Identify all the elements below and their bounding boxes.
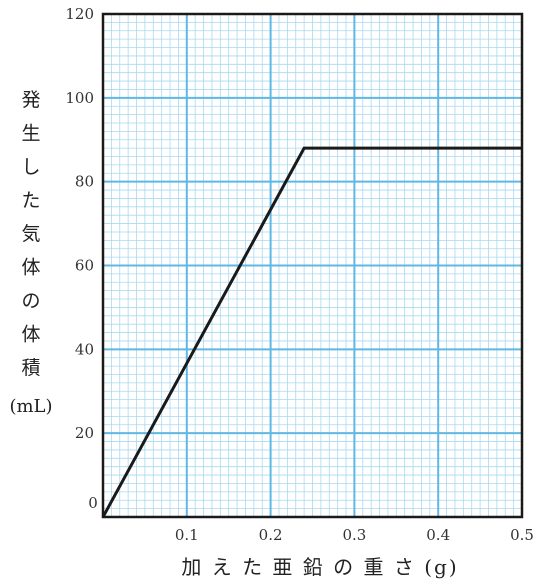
origin-label: 0 bbox=[88, 494, 98, 512]
y-tick-label: 60 bbox=[75, 257, 94, 275]
y-axis-label-char: た bbox=[21, 190, 40, 212]
x-tick-label: 0.5 bbox=[510, 526, 534, 544]
x-tick-label: 0.2 bbox=[259, 526, 283, 544]
y-axis-label-char: 気 bbox=[21, 223, 40, 245]
y-tick-label: 40 bbox=[75, 340, 94, 358]
y-axis-label-char: の bbox=[21, 290, 40, 312]
y-tick-labels: 20 40 60 80 100 120 bbox=[65, 5, 94, 442]
series-layer bbox=[101, 146, 522, 518]
y-tick-label: 80 bbox=[75, 173, 94, 191]
plot-frame bbox=[101, 12, 524, 519]
x-tick-label: 0.3 bbox=[342, 526, 366, 544]
y-axis-label-char: し bbox=[21, 156, 40, 178]
y-axis-label-char: 体 bbox=[21, 257, 40, 279]
y-tick-label: 120 bbox=[65, 5, 94, 23]
y-axis-label-char: 体 bbox=[21, 324, 40, 346]
x-axis-label: 加 え た 亜 鉛 の 重 さ (g) bbox=[181, 555, 458, 579]
y-tick-label: 20 bbox=[75, 424, 94, 442]
y-axis-label-char: 積 bbox=[21, 357, 40, 379]
x-tick-label: 0.1 bbox=[175, 526, 199, 544]
y-axis-label-char: 発 bbox=[21, 89, 40, 111]
y-axis-unit: (mL) bbox=[9, 396, 52, 417]
series-line bbox=[101, 146, 522, 518]
grid-major-lines bbox=[103, 14, 522, 517]
y-axis-label-char: 生 bbox=[21, 123, 40, 145]
y-tick-label: 100 bbox=[65, 89, 94, 107]
x-tick-labels: 0.1 0.2 0.3 0.4 0.5 bbox=[175, 526, 534, 544]
x-tick-label: 0.4 bbox=[426, 526, 450, 544]
